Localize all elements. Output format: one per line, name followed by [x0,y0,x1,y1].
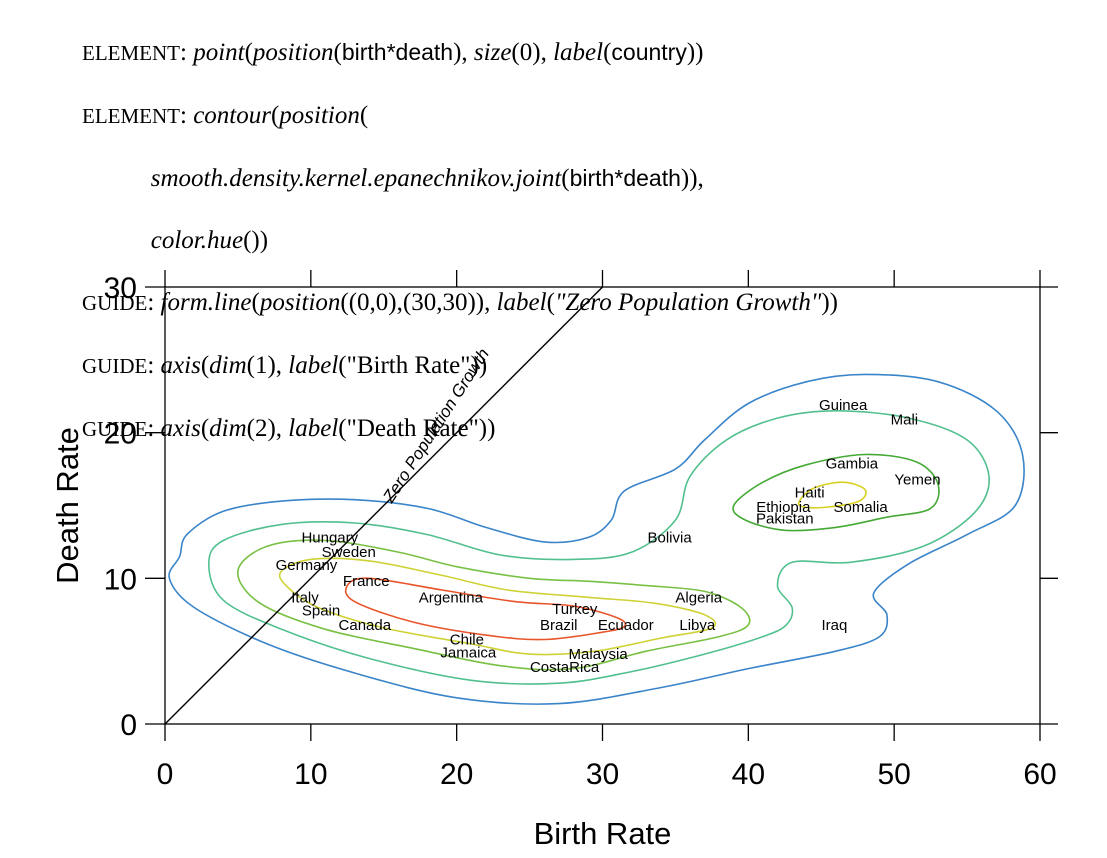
contour-layer [168,373,1025,705]
contour-level-3 [237,539,751,671]
point-label-canada: Canada [339,617,392,634]
contour-level-4 [732,453,940,532]
point-label-iraq: Iraq [821,617,847,634]
point-label-sweden: Sweden [322,544,376,561]
x-axis-title: Birth Rate [534,816,672,851]
point-label-yemen: Yemen [894,471,940,488]
point-label-chile: Chile [450,632,484,649]
code-line-2: ELEMENT: contour(position( [82,102,369,129]
point-label-haiti: Haiti [795,484,825,501]
contour-level-2 [207,409,990,685]
point-label-mali: Mali [891,412,919,429]
contour-level-5 [278,557,717,656]
point-label-argentina: Argentina [419,589,484,606]
point-label-italy: Italy [291,589,319,606]
x-tick-label: 20 [440,758,473,791]
x-tick-label: 60 [1023,758,1056,791]
point-label-guinea: Guinea [819,397,868,414]
point-label-france: France [343,573,390,590]
contour-level-6 [797,481,867,509]
point-label-costarica: CostaRica [530,659,600,676]
point-label-bolivia: Bolivia [647,530,692,547]
point-label-pakistan: Pakistan [756,511,814,528]
x-tick-label: 10 [294,758,327,791]
point-label-ethiopia: Ethiopia [756,499,811,516]
point-label-brazil: Brazil [540,617,578,634]
code-line-1: ELEMENT: point(position(birth*death), si… [82,39,704,66]
x-tick-label: 50 [877,758,910,791]
point-label-germany: Germany [276,557,338,574]
point-label-libya: Libya [679,617,716,634]
point-label-hungary: Hungary [301,530,358,547]
y-axis: 0 10 20 30 [104,272,1058,742]
y-tick-label: 20 [104,418,137,451]
point-label-turkey: Turkey [552,601,598,618]
x-tick-label: 0 [157,758,174,791]
point-label-gambia: Gambia [826,455,879,472]
y-axis-title: Death Rate [50,427,85,584]
point-label-algeria: Algeria [675,589,722,606]
point-label-ecuador: Ecuador [598,617,654,634]
x-tick-label: 30 [586,758,619,791]
zero-population-growth-line [164,286,603,725]
code-line-6: GUIDE: axis(dim(1), label("Birth Rate")) [82,352,488,379]
contour-level-1 [168,373,1025,705]
zero-population-growth-label: Zero Population Growth [379,345,493,507]
y-tick-label: 0 [120,709,137,742]
code-line-7: GUIDE: axis(dim(2), label("Death Rate")) [82,415,496,442]
x-tick-label: 40 [732,758,765,791]
gpl-code-block: ELEMENT: point(position(birth*death), si… [82,6,838,476]
contour-level-7 [344,577,627,641]
point-label-jamaica: Jamaica [440,645,497,662]
code-line-4: color.hue()) [150,227,269,254]
point-label-somalia: Somalia [834,499,889,516]
y-tick-label: 30 [104,272,137,305]
code-line-5: GUIDE: form.line(position((0,0),(30,30))… [82,289,838,316]
x-axis: 0 10 20 30 40 50 60 [157,270,1057,791]
y-tick-label: 10 [104,563,137,596]
point-label-spain: Spain [302,602,340,619]
point-label-malaysia: Malaysia [569,646,629,663]
code-line-3: smooth.density.kernel.epanechnikov.joint… [150,165,704,192]
